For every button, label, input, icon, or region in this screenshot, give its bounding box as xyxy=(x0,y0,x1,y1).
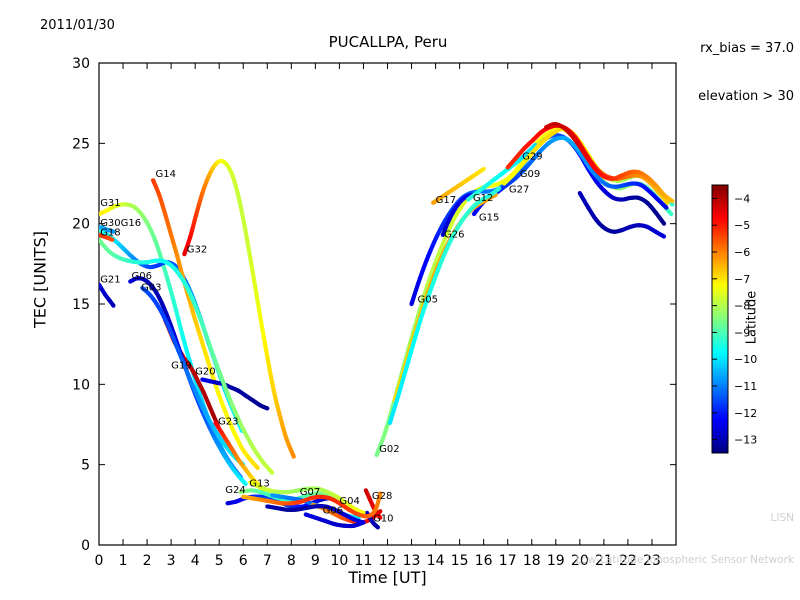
colorbar-tick-label: −11 xyxy=(734,380,757,393)
satellite-label-g14: G14 xyxy=(155,169,175,180)
series-trace xyxy=(387,186,502,425)
satellite-label-g12: G12 xyxy=(473,193,493,204)
satellite-label-g20: G20 xyxy=(195,367,215,378)
date-label: 2011/01/30 xyxy=(40,18,115,33)
x-tick-label: 7 xyxy=(263,553,272,569)
series-trace xyxy=(241,491,383,519)
satellite-label-g02: G02 xyxy=(379,444,399,455)
x-tick-label: 11 xyxy=(355,553,373,569)
colorbar-tick-label: −9 xyxy=(734,326,750,339)
satellite-label-g23: G23 xyxy=(218,417,238,428)
series-trace xyxy=(544,121,675,204)
satellite-label-g28: G28 xyxy=(372,491,392,502)
rx-bias-value: rx_bias = 37.0 xyxy=(700,40,794,56)
series-trace xyxy=(128,276,248,487)
colorbar-tick-label: −10 xyxy=(734,353,757,366)
x-tick-label: 6 xyxy=(239,553,248,569)
satellite-label-g06: G06 xyxy=(323,506,343,517)
series-trace xyxy=(431,166,486,205)
colorbar-tick-label: −13 xyxy=(734,434,757,447)
data-series-group xyxy=(99,121,675,530)
x-tick-label: 22 xyxy=(619,553,637,569)
satellite-label-g18: G18 xyxy=(100,228,120,239)
series-trace xyxy=(440,192,475,238)
x-tick-label: 1 xyxy=(119,553,128,569)
x-tick-label: 10 xyxy=(331,553,349,569)
series-trace xyxy=(265,504,366,525)
satellite-label-g26: G26 xyxy=(444,229,464,240)
series-trace xyxy=(182,158,296,459)
satellite-label-g07: G07 xyxy=(300,487,320,498)
x-tick-label: 18 xyxy=(523,553,541,569)
y-tick-label: 20 xyxy=(72,217,90,233)
x-tick-label: 3 xyxy=(167,553,176,569)
x-tick-label: 15 xyxy=(451,553,469,569)
satellite-label-g30: G30 xyxy=(100,218,120,229)
colorbar-tick-label: −6 xyxy=(734,246,750,259)
satellite-label-g10: G10 xyxy=(373,514,393,525)
series-trace xyxy=(99,224,116,234)
x-tick-label: 8 xyxy=(287,553,296,569)
satellite-label-g13: G13 xyxy=(249,478,269,489)
satellite-label-g32: G32 xyxy=(187,245,207,256)
x-tick-label: 4 xyxy=(191,553,200,569)
y-axis-label: TEC [UNITS] xyxy=(30,231,50,328)
satellite-label-g06: G06 xyxy=(131,271,151,282)
series-trace xyxy=(150,178,260,470)
satellite-label-g31: G31 xyxy=(100,198,120,209)
x-tick-label: 21 xyxy=(595,553,613,569)
satellite-label-g05: G05 xyxy=(418,294,438,305)
series-trace xyxy=(577,191,667,239)
colorbar-label: Latitude xyxy=(744,290,760,345)
x-tick-label: 19 xyxy=(547,553,565,569)
satellite-label-g24: G24 xyxy=(225,485,245,496)
y-tick-label: 30 xyxy=(72,56,90,72)
x-tick-label: 0 xyxy=(95,553,104,569)
satellite-label-g27: G27 xyxy=(509,184,529,195)
satellite-label-g21: G21 xyxy=(100,274,120,285)
org-full-name: Low-Latitude Ionospheric Sensor Network xyxy=(575,554,794,567)
x-tick-label: 16 xyxy=(475,553,493,569)
x-tick-label: 13 xyxy=(403,553,421,569)
satellite-label-g09: G09 xyxy=(520,169,540,180)
satellite-label-g29: G29 xyxy=(522,151,542,162)
series-trace xyxy=(99,282,116,308)
elevation-filter: elevation > 30 xyxy=(698,89,794,105)
colorbar-tick-label: −12 xyxy=(734,407,757,420)
x-tick-label: 23 xyxy=(643,553,661,569)
x-tick-label: 20 xyxy=(571,553,589,569)
x-tick-label: 9 xyxy=(311,553,320,569)
y-tick-label: 15 xyxy=(72,297,90,313)
y-tick-label: 10 xyxy=(72,377,90,393)
x-tick-label: 5 xyxy=(215,553,224,569)
satellite-label-g04: G04 xyxy=(339,496,359,507)
satellite-label-g16: G16 xyxy=(121,218,141,229)
colorbar-tick-label: −4 xyxy=(734,192,750,205)
colorbar-tick-label: −8 xyxy=(734,300,750,313)
org-abbreviation: LISN xyxy=(770,511,794,524)
series-trace xyxy=(495,135,669,210)
colorbar-tick-label: −7 xyxy=(734,273,750,286)
page-title: PUCALLPA, Peru xyxy=(328,33,448,51)
colorbar-tick-label: −5 xyxy=(734,219,750,232)
series-trace xyxy=(99,237,275,475)
series-trace xyxy=(99,232,115,242)
series-trace xyxy=(248,480,366,515)
x-tick-label: 2 xyxy=(143,553,152,569)
x-axis-label: Time [UT] xyxy=(348,568,427,587)
y-tick-label: 5 xyxy=(81,458,90,474)
satellite-label-g19: G19 xyxy=(171,360,191,371)
satellite-label-g03: G03 xyxy=(141,282,161,293)
y-tick-label: 25 xyxy=(72,136,90,152)
x-tick-label: 14 xyxy=(427,553,445,569)
x-tick-label: 12 xyxy=(379,553,397,569)
satellite-label-g15: G15 xyxy=(479,212,499,223)
y-tick-label: 0 xyxy=(81,538,90,554)
x-tick-label: 17 xyxy=(499,553,517,569)
satellite-label-g17: G17 xyxy=(436,195,456,206)
rx-bias-annotation: rx_bias = 37.0 elevation > 30 xyxy=(698,8,794,138)
credit-block: LISN Low-Latitude Ionospheric Sensor Net… xyxy=(576,483,794,596)
